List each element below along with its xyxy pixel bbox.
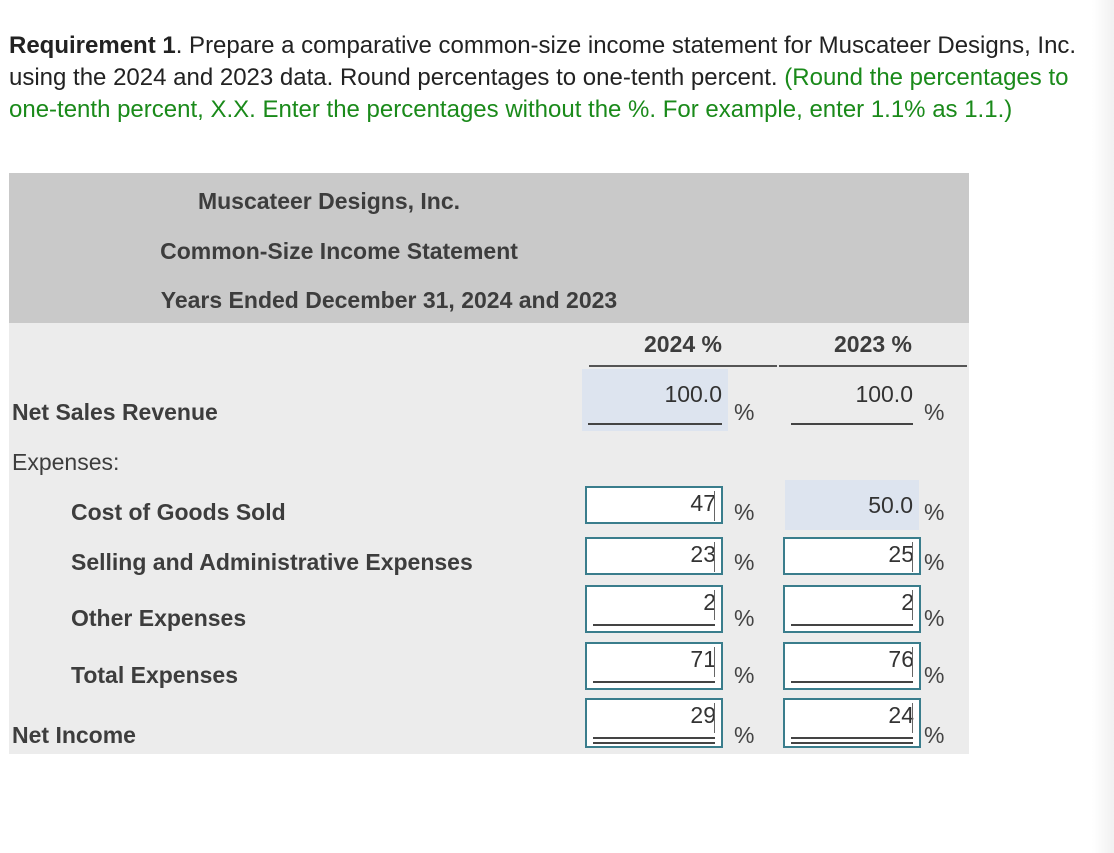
other-2023-value: 2: [901, 589, 914, 615]
requirement-label: Requirement 1: [9, 32, 176, 59]
net-sales-2023-value: 100.0: [855, 381, 913, 407]
percent-sign: %: [924, 722, 945, 748]
row-label-total-expenses: Total Expenses: [71, 662, 239, 688]
net-income-2023-value: 24: [888, 702, 914, 728]
sga-2024-value: 23: [690, 541, 716, 567]
text-cursor: [714, 703, 715, 733]
net-sales-2023-cell: 100.0: [785, 369, 919, 431]
single-underline: [593, 681, 715, 683]
total-2024-value: 71: [690, 646, 716, 672]
percent-sign: %: [924, 499, 945, 525]
percent-sign: %: [734, 399, 755, 425]
text-cursor: [714, 590, 715, 620]
column-header-2024: 2024 %: [589, 331, 777, 367]
sga-2023-input[interactable]: 25: [783, 537, 921, 575]
text-cursor: [912, 703, 913, 733]
company-name: Muscateer Designs, Inc.: [197, 188, 461, 214]
double-underline: [593, 737, 715, 744]
double-underline: [791, 737, 913, 744]
percent-sign: %: [924, 549, 945, 575]
percent-sign: %: [924, 662, 945, 688]
text-cursor: [714, 542, 715, 572]
cogs-2023-value: 50.0: [868, 492, 913, 518]
text-cursor: [714, 647, 715, 677]
single-underline: [791, 624, 913, 626]
net-income-2023-input[interactable]: 24: [783, 698, 921, 748]
row-label-net-sales: Net Sales Revenue: [12, 399, 218, 425]
single-underline: [593, 624, 715, 626]
single-underline: [791, 423, 913, 425]
requirement-text: . Prepare a comparative common-size inco…: [9, 32, 1077, 91]
cogs-2024-value: 47: [690, 490, 716, 516]
income-statement: Muscateer Designs, Inc. Common-Size Inco…: [9, 173, 969, 754]
row-label-net-income: Net Income: [12, 722, 136, 748]
percent-sign: %: [734, 722, 755, 748]
total-2023-input[interactable]: 76: [783, 642, 921, 690]
percent-sign: %: [924, 399, 945, 425]
total-2023-value: 76: [888, 646, 914, 672]
statement-period: Years Ended December 31, 2024 and 2023: [160, 287, 618, 313]
net-sales-2024-value: 100.0: [664, 381, 722, 407]
percent-sign: %: [734, 662, 755, 688]
other-2024-input[interactable]: 2: [585, 585, 723, 633]
text-cursor: [714, 491, 715, 521]
text-cursor: [912, 647, 913, 677]
percent-sign: %: [734, 549, 755, 575]
statement-header: Muscateer Designs, Inc. Common-Size Inco…: [9, 173, 969, 323]
other-2023-input[interactable]: 2: [783, 585, 921, 633]
other-2024-value: 2: [703, 589, 716, 615]
net-income-2024-value: 29: [690, 702, 716, 728]
total-2024-input[interactable]: 71: [585, 642, 723, 690]
text-cursor: [912, 542, 913, 572]
net-income-2024-input[interactable]: 29: [585, 698, 723, 748]
single-underline: [791, 681, 913, 683]
percent-sign: %: [734, 499, 755, 525]
statement-title: Common-Size Income Statement: [160, 238, 518, 264]
text-cursor: [912, 590, 913, 620]
cogs-2024-input[interactable]: 47: [585, 486, 723, 524]
row-label-other: Other Expenses: [71, 605, 247, 631]
single-underline: [588, 423, 722, 425]
sga-2024-input[interactable]: 23: [585, 537, 723, 575]
percent-sign: %: [734, 605, 755, 631]
row-label-sga: Selling and Administrative Expenses: [71, 549, 473, 575]
column-header-2023: 2023 %: [779, 331, 967, 367]
cogs-2023-cell: 50.0: [785, 480, 919, 530]
net-sales-2024-cell: 100.0: [582, 369, 728, 431]
rounding-hint: (Round the percentages to one-tenth perc…: [9, 64, 1069, 123]
row-label-expenses: Expenses:: [12, 449, 120, 475]
page-edge: [1092, 0, 1114, 853]
requirement-instructions: Requirement 1. Prepare a comparative com…: [9, 30, 1099, 126]
sga-2023-value: 25: [888, 541, 914, 567]
row-label-cogs: Cost of Goods Sold: [71, 499, 286, 525]
percent-sign: %: [924, 605, 945, 631]
